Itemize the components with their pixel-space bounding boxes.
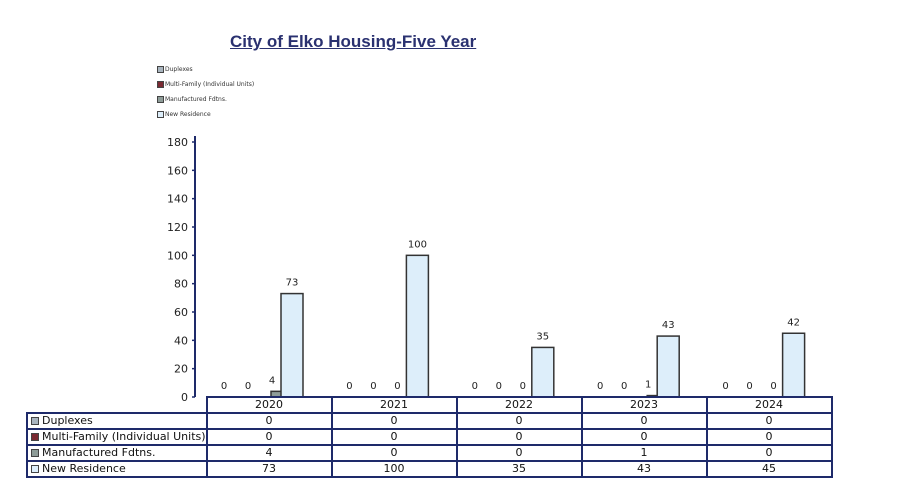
series-swatch [31,433,39,441]
table-cell: 43 [580,460,708,478]
table-cell: 0 [580,412,708,430]
data-label: 0 [520,381,526,392]
category-label: 2024 [705,396,833,414]
table-cell: 0 [705,444,833,462]
data-label: 0 [722,381,728,392]
data-label: 0 [621,381,627,392]
y-tick-label: 140 [167,193,188,206]
y-tick-label: 180 [167,136,188,149]
data-label: 35 [536,331,549,342]
data-label: 73 [286,278,299,289]
y-tick-label: 160 [167,164,188,177]
data-label: 0 [346,381,352,392]
data-label: 0 [394,381,400,392]
table-cell: 45 [705,460,833,478]
data-label: 42 [787,317,800,328]
table-row: Duplexes 0 0 0 0 0 [26,412,833,430]
data-label: 0 [597,381,603,392]
series-name: Duplexes [26,412,208,430]
table-cell: 1 [580,444,708,462]
data-label: 4 [269,375,275,386]
legend-swatch [157,96,164,103]
category-label: 2020 [205,396,333,414]
table-cell: 0 [330,444,458,462]
table-cell: 0 [330,412,458,430]
table-cell: 100 [330,460,458,478]
y-tick-label: 0 [181,391,188,404]
table-header-row: 2020 2021 2022 2023 2024 [27,396,833,414]
bar-new-residence-2023 [656,335,680,398]
legend-item: Multi-Family (Individual Units) [157,77,254,92]
table-cell: 0 [705,412,833,430]
legend-swatch [157,81,164,88]
y-tick-label: 60 [174,306,188,319]
data-label: 1 [645,380,651,391]
table-cell: 0 [455,444,583,462]
category-label: 2023 [580,396,708,414]
bar-new-residence-2021 [405,254,430,398]
data-table: 2020 2021 2022 2023 2024 Duplexes 0 0 0 0 0 Multi-F… [26,396,833,478]
legend-label: Multi-Family (Individual Units) [165,81,255,88]
y-tick-label: 120 [167,221,188,234]
series-swatch [31,465,39,473]
table-cell: 73 [205,460,333,478]
legend-item: Manufactured Fdtns. [157,92,254,107]
bar-new-residence-2024 [781,332,806,398]
y-tick-label: 20 [174,363,188,376]
series-name: Multi-Family (Individual Units) [26,428,208,446]
table-row: Manufactured Fdtns. 4 0 0 1 0 [26,444,833,462]
data-label: 43 [662,320,675,331]
data-label: 0 [770,381,776,392]
data-label: 100 [408,239,427,250]
category-label: 2022 [455,396,583,414]
table-cell: 0 [705,428,833,446]
table-cell: 0 [455,412,583,430]
table-cell: 4 [205,444,333,462]
bar-new-residence-2022 [531,346,555,398]
table-cell: 0 [205,412,333,430]
y-tick-label: 80 [174,278,188,291]
table-cell: 0 [580,428,708,446]
table-corner [27,397,207,413]
legend-item: Duplexes [157,62,254,77]
series-swatch [31,449,39,457]
table-cell: 0 [330,428,458,446]
table-row: New Residence 73 100 35 43 45 [26,460,833,478]
legend-swatch [157,111,164,118]
data-label: 0 [370,381,376,392]
series-name: New Residence [26,460,208,478]
table-row: Multi-Family (Individual Units) 0 0 0 0 0 [26,428,833,446]
category-label: 2021 [330,396,458,414]
data-label: 0 [746,381,752,392]
data-label: 0 [245,381,251,392]
chart-title: City of Elko Housing-Five Year [230,32,477,51]
legend-label: Manufactured Fdtns. [165,96,227,103]
table-cell: 0 [205,428,333,446]
legend-label: New Residence [165,111,211,118]
data-label: 0 [472,381,478,392]
table-cell: 35 [455,460,583,478]
y-tick-label: 100 [167,249,188,262]
series-name: Manufactured Fdtns. [26,444,208,462]
y-tick-label: 40 [174,334,188,347]
series-swatch [31,417,39,425]
table-cell: 0 [455,428,583,446]
legend-swatch [157,66,164,73]
data-label: 0 [496,381,502,392]
legend-item: New Residence [157,107,254,122]
bar-new-residence-2020 [280,292,304,398]
data-label: 0 [221,381,227,392]
legend: Duplexes Multi-Family (Individual Units) M… [157,62,254,122]
legend-label: Duplexes [165,66,193,73]
